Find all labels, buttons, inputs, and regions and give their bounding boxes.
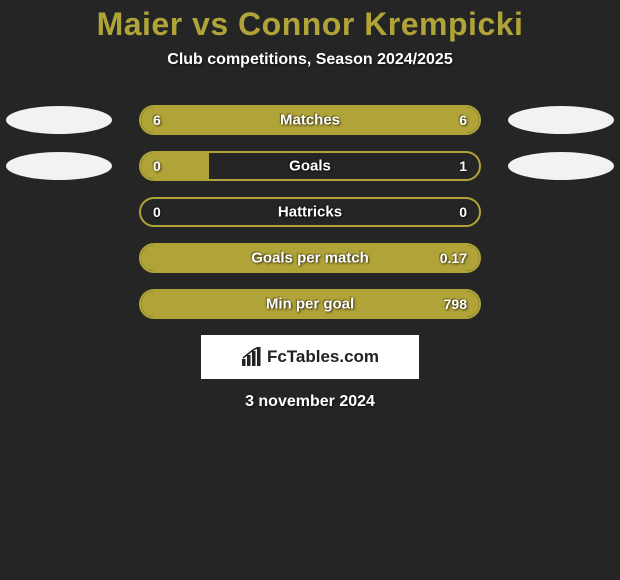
stat-row: 66Matches xyxy=(0,105,620,135)
stat-bar-track: 0.17Goals per match xyxy=(139,243,481,273)
stat-row: 798Min per goal xyxy=(0,289,620,319)
player-left-avatar xyxy=(6,106,112,134)
stat-row: 0 0Hattricks xyxy=(0,197,620,227)
stat-value-left: 0 xyxy=(153,204,161,220)
stat-row: 01Goals xyxy=(0,151,620,181)
stat-bar-track: 0 0Hattricks xyxy=(139,197,481,227)
stat-bar-fill-left xyxy=(141,153,209,179)
stat-bar-track: 798Min per goal xyxy=(139,289,481,319)
subtitle: Club competitions, Season 2024/2025 xyxy=(0,51,620,69)
date-line: 3 november 2024 xyxy=(0,393,620,411)
stat-bar-fill xyxy=(141,245,479,271)
fctables-logo: FcTables.com xyxy=(201,335,419,379)
stat-bar-fill xyxy=(141,291,479,317)
stat-bar-track: 01Goals xyxy=(139,151,481,181)
stat-value-right: 0 xyxy=(459,204,467,220)
player-right-avatar xyxy=(508,152,614,180)
chart-icon xyxy=(241,347,263,367)
stat-value-right: 1 xyxy=(459,158,467,174)
stat-bar-fill-right xyxy=(310,107,479,133)
player-right-avatar xyxy=(508,106,614,134)
stat-label: Hattricks xyxy=(141,204,479,221)
stat-row: 0.17Goals per match xyxy=(0,243,620,273)
stat-bar-track: 66Matches xyxy=(139,105,481,135)
stats-rows: 66Matches 01Goals 0 0Hattricks 0.17Goals per… xyxy=(0,105,620,319)
logo-text: FcTables.com xyxy=(267,347,379,367)
page-title: Maier vs Connor Krempicki xyxy=(0,0,620,43)
player-left-avatar xyxy=(6,152,112,180)
stat-bar-fill-left xyxy=(141,107,310,133)
